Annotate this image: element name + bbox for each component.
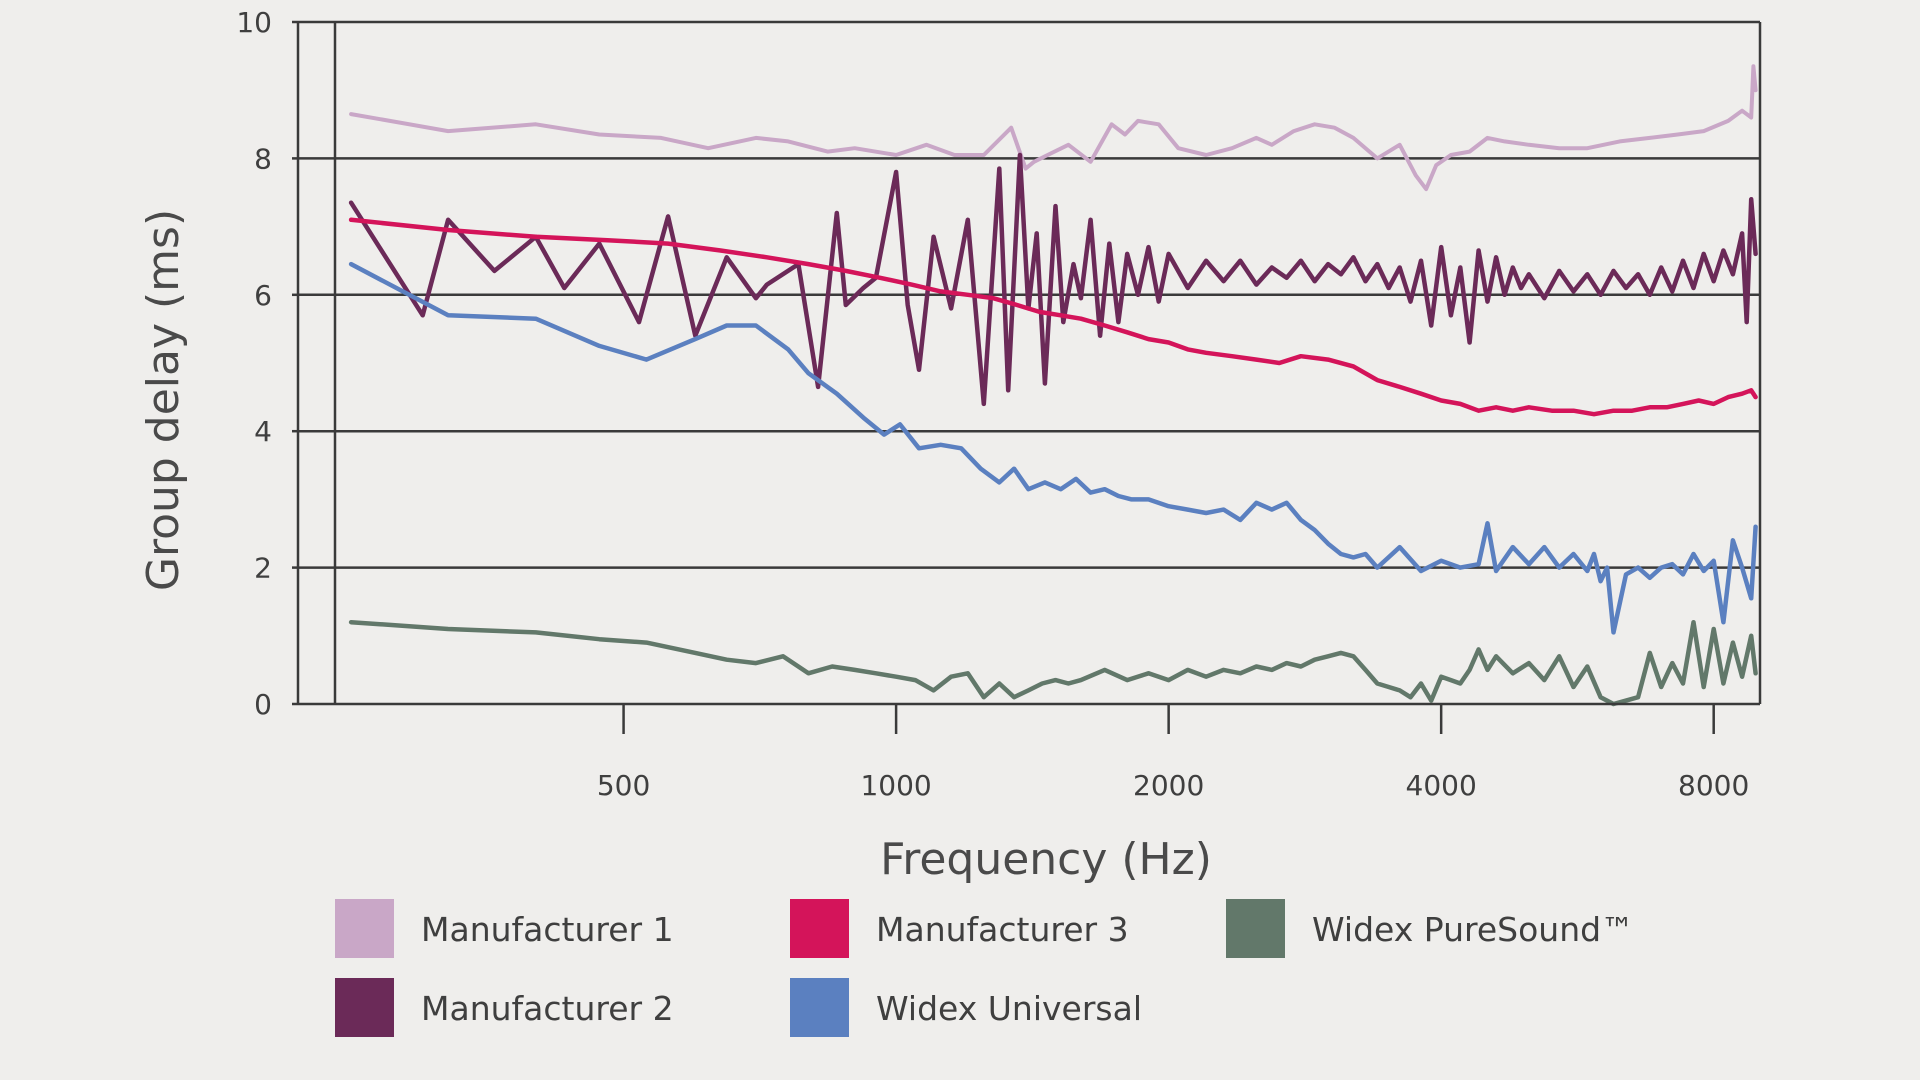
legend-label-3: Manufacturer 3 xyxy=(876,910,1129,949)
legend-item-5: Widex PureSound™ xyxy=(1226,899,1634,958)
legend-item-3: Manufacturer 3 xyxy=(790,899,1129,958)
y-tick-label-2: 2 xyxy=(254,552,272,585)
x-tick-label-1000: 1000 xyxy=(860,769,931,802)
series-line-5 xyxy=(348,619,1758,707)
y-axis-title: Group delay (ms) xyxy=(138,209,189,591)
x-tick-label-4000: 4000 xyxy=(1406,769,1477,802)
legend-swatch-2 xyxy=(335,978,394,1037)
y-tick-label-6: 6 xyxy=(254,279,272,312)
y-tick-label-8: 8 xyxy=(254,142,272,175)
y-tick-label-4: 4 xyxy=(254,415,272,448)
series-layer xyxy=(348,64,1758,707)
labels-layer: 0 2 4 6 8 10 500 1000 2000 4000 8000 xyxy=(236,6,1749,802)
legend-swatch-1 xyxy=(335,899,394,958)
legend-swatch-3 xyxy=(790,899,849,958)
legend-label-5: Widex PureSound™ xyxy=(1312,910,1634,949)
series-line-4 xyxy=(348,261,1758,635)
legend-label-2: Manufacturer 2 xyxy=(421,989,674,1028)
legend-label-1: Manufacturer 1 xyxy=(421,910,674,949)
legend-item-1: Manufacturer 1 xyxy=(335,899,674,958)
legend-swatch-5 xyxy=(1226,899,1285,958)
legend: Manufacturer 1 Manufacturer 2 Manufacturer… xyxy=(335,899,1634,1037)
legend-swatch-4 xyxy=(790,978,849,1037)
series-line-1 xyxy=(349,64,1758,192)
legend-item-2: Manufacturer 2 xyxy=(335,978,674,1037)
y-tick-label-10: 10 xyxy=(236,6,272,39)
series-line-3 xyxy=(348,217,1758,417)
x-tick-label-2000: 2000 xyxy=(1133,769,1204,802)
x-tick-label-500: 500 xyxy=(597,769,650,802)
y-tick-label-0: 0 xyxy=(254,688,272,721)
series-line-2 xyxy=(348,152,1758,407)
axes-layer xyxy=(292,20,1762,734)
x-tick-label-8000: 8000 xyxy=(1678,769,1749,802)
legend-label-4: Widex Universal xyxy=(876,989,1142,1028)
legend-item-4: Widex Universal xyxy=(790,978,1142,1037)
x-axis-title: Frequency (Hz) xyxy=(880,834,1212,885)
